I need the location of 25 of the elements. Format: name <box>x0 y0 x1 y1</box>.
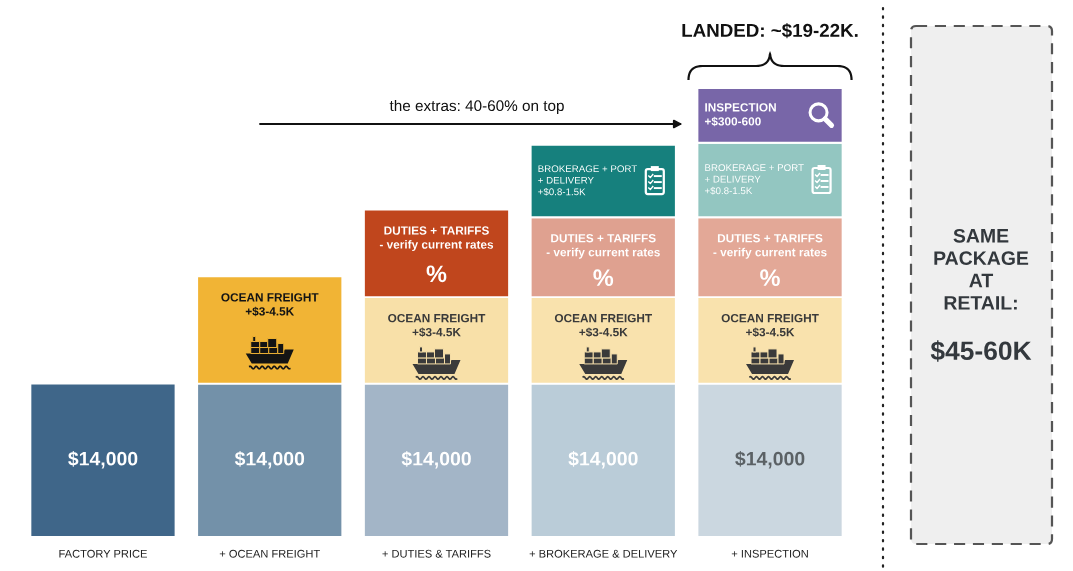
x-tick-label: + INSPECTION <box>731 549 808 558</box>
text: DUTIES + TARIFFS - verify current rates % <box>379 226 494 283</box>
x-tick-label: FACTORY PRICE <box>59 549 147 558</box>
data-label: OCEAN FREIGHT +$3-4.5K <box>721 313 819 338</box>
data-label: $14,000 <box>568 450 638 469</box>
data-label: DUTIES + TARIFFS - verify current rates % <box>546 234 660 286</box>
data-label: OCEAN FREIGHT +$3-4.5K <box>221 293 319 317</box>
text: SAME PACKAGE AT RETAIL: <box>934 228 1029 310</box>
data-label: BROKERAGE + PORT + DELIVERY +$0.8-1.5K <box>704 164 804 195</box>
bar <box>29 382 177 537</box>
data-label: OCEAN FREIGHT +$3-4.5K <box>388 313 486 338</box>
x-tick-label: + BROKERAGE & DELIVERY <box>529 549 678 558</box>
data-label: OCEAN FREIGHT +$3-4.5K <box>554 313 652 338</box>
annotation: the extras: 40-60% on top <box>389 99 564 115</box>
text: LANDED: ~$19-22K. <box>682 22 858 39</box>
data-label: $14,000 <box>234 450 305 469</box>
data-label: BROKERAGE + PORT + DELIVERY +$0.8-1.5K <box>538 165 637 196</box>
text: $45-60K <box>930 340 1032 362</box>
data-label: INSPECTION +$300-600 <box>704 103 776 127</box>
data-label: $14,000 <box>68 450 138 469</box>
data-label: $14,000 <box>735 450 805 469</box>
data-label: $14,000 <box>401 450 471 469</box>
x-tick-label: + DUTIES & TARIFFS <box>382 549 491 558</box>
x-tick-label: + OCEAN FREIGHT <box>219 549 320 558</box>
data-label: DUTIES + TARIFFS - verify current rates % <box>713 234 827 286</box>
